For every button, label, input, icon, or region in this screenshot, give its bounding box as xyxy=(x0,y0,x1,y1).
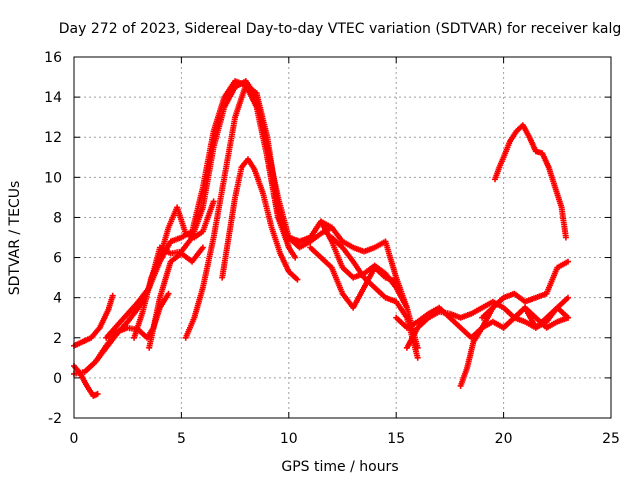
series-marks-6 xyxy=(146,244,206,351)
x-tick-label: 15 xyxy=(387,431,405,447)
series-sat-i xyxy=(219,156,301,283)
y-tick-label: -2 xyxy=(48,411,62,427)
axis-ticks: 0 5 10 15 20 25 -2 0 2 4 6 8 10 12 14 16 xyxy=(44,50,620,447)
y-tick-label: 12 xyxy=(44,130,62,146)
y-tick-label: 2 xyxy=(53,331,62,347)
y-axis-label: SDTVAR / TECUs xyxy=(7,181,23,296)
series-sat-q xyxy=(479,258,571,321)
series-sat-l xyxy=(307,244,400,311)
y-tick-label: 10 xyxy=(44,170,62,186)
series-sat-r xyxy=(500,294,571,331)
series-sat-s xyxy=(492,122,569,241)
chart-title: Day 272 of 2023, Sidereal Day-to-day VTE… xyxy=(59,21,621,37)
x-tick-label: 5 xyxy=(177,431,186,447)
x-tick-label: 20 xyxy=(495,431,513,447)
x-tick-label: 25 xyxy=(602,431,620,447)
x-axis-label: GPS time / hours xyxy=(281,459,398,475)
series-sat-g xyxy=(146,244,206,351)
series-marks-18 xyxy=(492,122,569,241)
series-marks-11 xyxy=(307,244,400,311)
x-tick-label: 0 xyxy=(70,431,79,447)
y-tick-label: 16 xyxy=(44,50,62,66)
plot-frame xyxy=(73,56,612,419)
x-tick-label: 10 xyxy=(280,431,298,447)
y-tick-label: 14 xyxy=(44,90,62,106)
series-sat-f xyxy=(131,198,217,341)
y-tick-label: 6 xyxy=(53,251,62,267)
series-marks-17 xyxy=(500,294,571,331)
y-tick-label: 8 xyxy=(53,210,62,226)
series-marks-5 xyxy=(131,198,217,341)
y-tick-label: 4 xyxy=(53,291,62,307)
series-marks-16 xyxy=(479,258,571,321)
series-marks-8 xyxy=(219,156,301,283)
data-marks xyxy=(71,78,571,399)
y-tick-label: 0 xyxy=(53,371,62,387)
